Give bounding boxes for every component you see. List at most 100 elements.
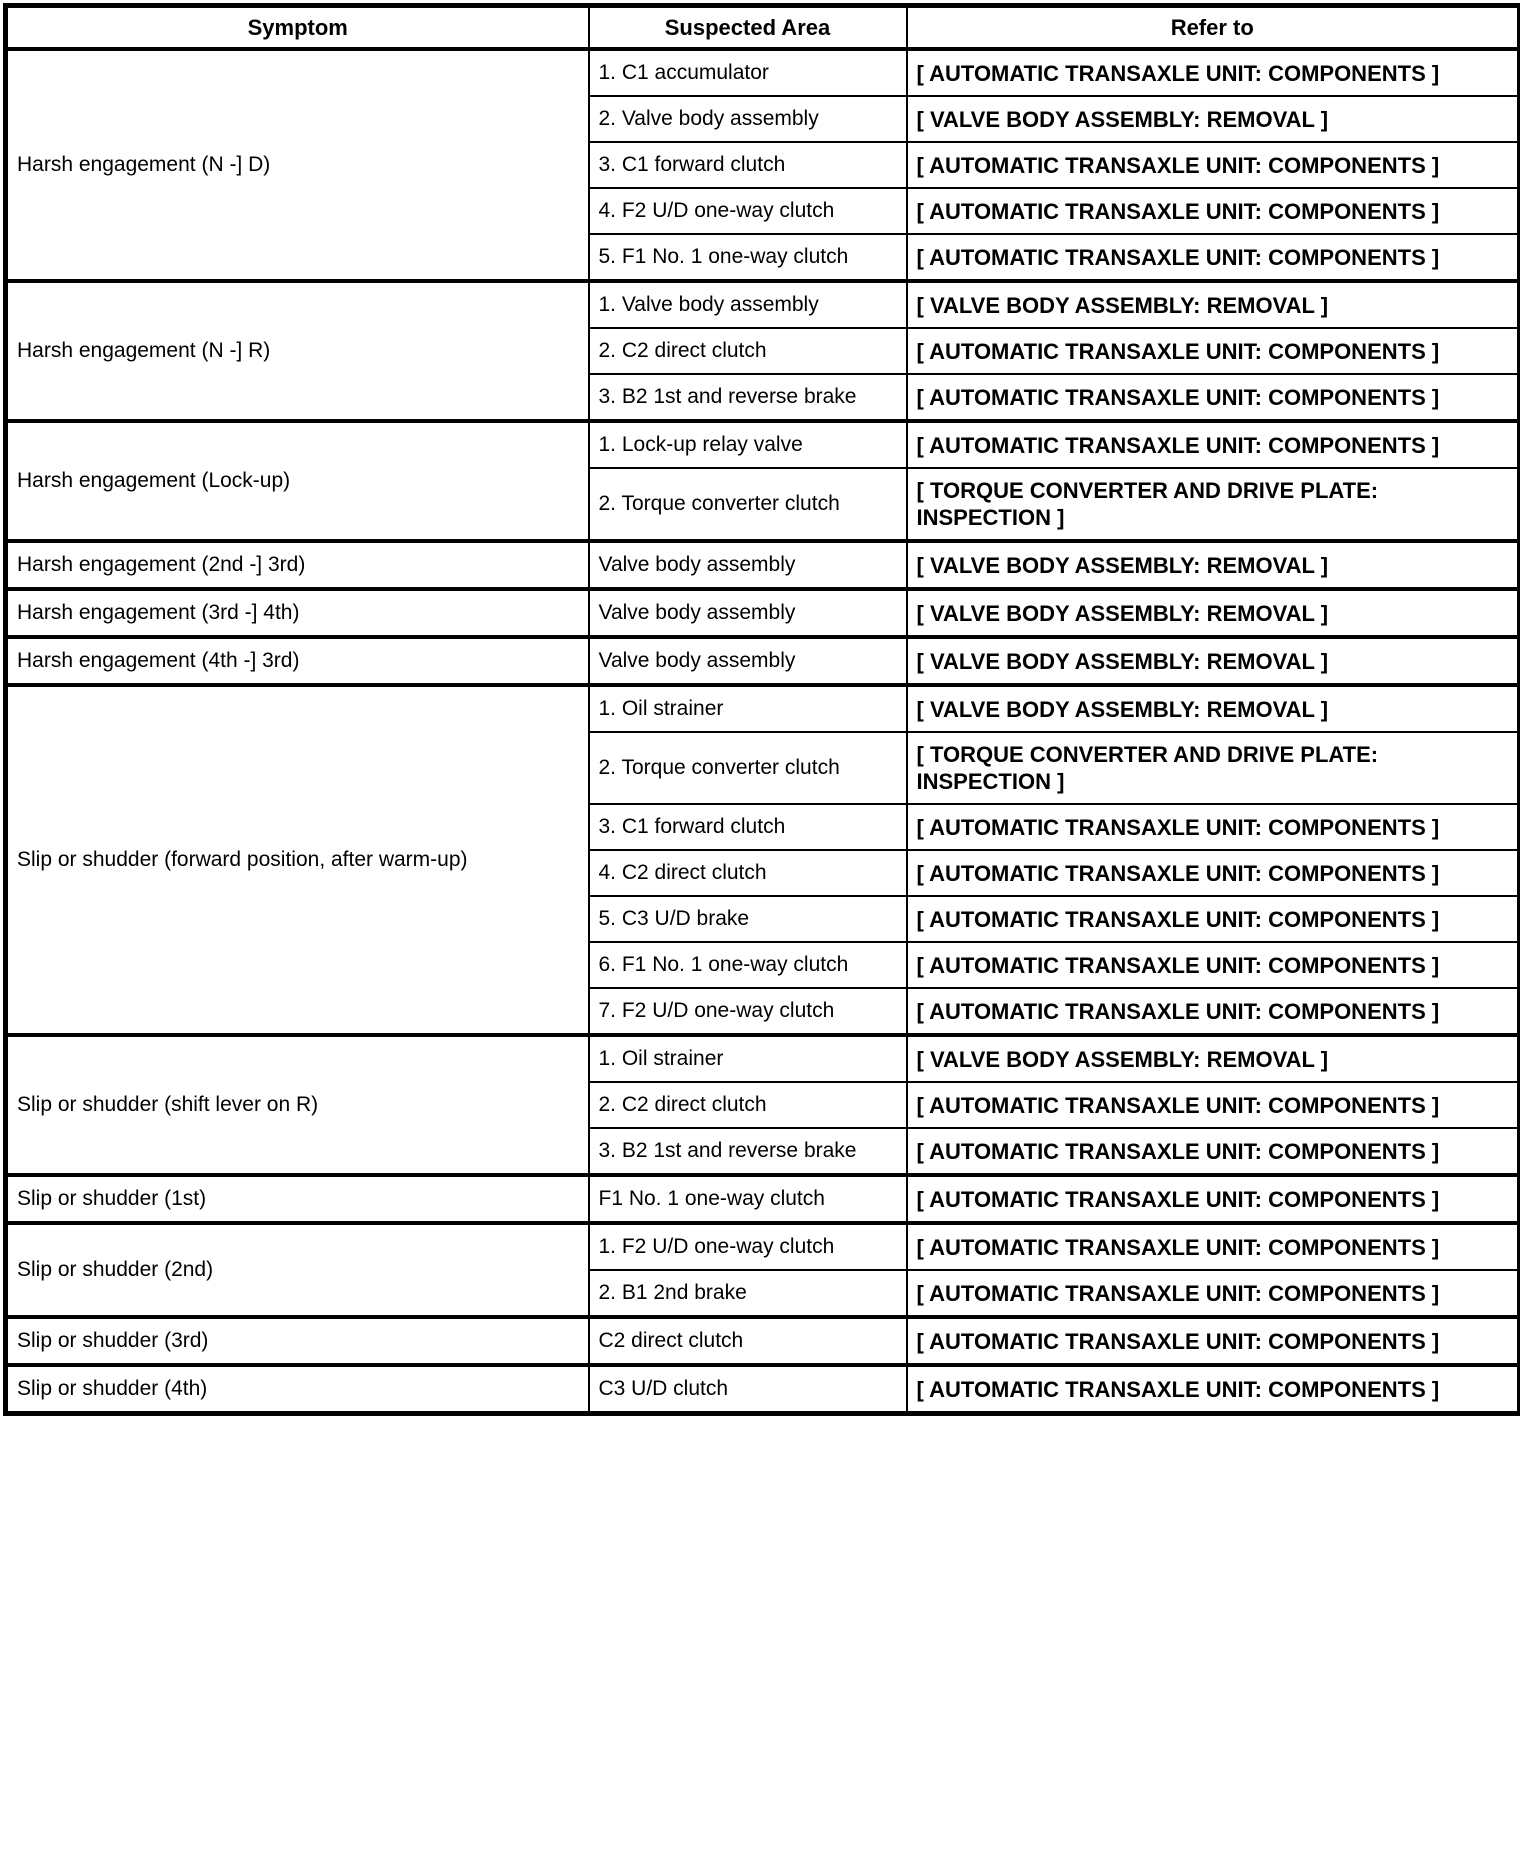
suspected-area-cell: 7. F2 U/D one-way clutch xyxy=(587,987,908,1036)
table-row: Harsh engagement (N -] D) 1. C1 accumulat… xyxy=(4,47,1520,282)
table-row: 2. B1 2nd brake[ AUTOMATIC TRANSAXLE UNI… xyxy=(6,1269,1520,1318)
refer-to-link[interactable]: [ AUTOMATIC TRANSAXLE UNIT: COMPONENTS ] xyxy=(905,803,1520,851)
table-row: 5. F1 No. 1 one-way clutch[ AUTOMATIC TR… xyxy=(6,233,1520,282)
refer-to-link[interactable]: [ VALVE BODY ASSEMBLY: REMOVAL ] xyxy=(905,635,1520,686)
symptom-table: Symptom Suspected Area Refer to Harsh en… xyxy=(3,3,1520,1416)
table-row: 2. Valve body assembly[ VALVE BODY ASSEM… xyxy=(6,95,1520,143)
table-row: Slip or shudder (forward position, after… xyxy=(4,683,1520,1036)
table-row: 2. C2 direct clutch[ AUTOMATIC TRANSAXLE… xyxy=(6,327,1520,375)
header-symptom: Symptom xyxy=(4,4,590,51)
suspected-area-cell: 3. C1 forward clutch xyxy=(587,803,908,851)
table-row: 3. B2 1st and reverse brake[ AUTOMATIC T… xyxy=(6,373,1520,422)
suspected-area-cell: 3. C1 forward clutch xyxy=(587,141,908,189)
header-row: Symptom Suspected Area Refer to xyxy=(4,4,1520,51)
refer-to-link[interactable]: [ AUTOMATIC TRANSAXLE UNIT: COMPONENTS ] xyxy=(905,895,1520,943)
table-row: 4. C2 direct clutch[ AUTOMATIC TRANSAXLE… xyxy=(6,849,1520,897)
table-row: 2. Torque converter clutch[ TORQUE CONVE… xyxy=(6,467,1520,542)
suspected-area-cell: 3. B2 1st and reverse brake xyxy=(587,373,908,422)
table-header: Symptom Suspected Area Refer to xyxy=(4,4,1520,51)
suspected-area-cell: 5. F1 No. 1 one-way clutch xyxy=(587,233,908,282)
table-row: Harsh engagement (2nd -] 3rd) Valve body … xyxy=(4,539,1520,590)
suspected-area-cell: 4. C2 direct clutch xyxy=(587,849,908,897)
suspected-area-cell: 2. Valve body assembly xyxy=(587,95,908,143)
table-row: 5. C3 U/D brake[ AUTOMATIC TRANSAXLE UNI… xyxy=(6,895,1520,943)
symptom-cell: Slip or shudder (shift lever on R) xyxy=(4,1033,590,1176)
table-row: Harsh engagement (N -] R) 1. Valve body a… xyxy=(4,279,1520,422)
table-row: 2. Torque converter clutch[ TORQUE CONVE… xyxy=(6,731,1520,805)
refer-to-link[interactable]: [ AUTOMATIC TRANSAXLE UNIT: COMPONENTS ] xyxy=(905,233,1520,282)
refer-to-link[interactable]: [ AUTOMATIC TRANSAXLE UNIT: COMPONENTS ] xyxy=(905,47,1520,97)
symptom-cell: Harsh engagement (3rd -] 4th) xyxy=(4,587,590,638)
suspected-area-cell: 1. Valve body assembly xyxy=(587,279,908,329)
refer-to-link[interactable]: [ VALVE BODY ASSEMBLY: REMOVAL ] xyxy=(905,1033,1520,1083)
table-row: 3. C1 forward clutch[ AUTOMATIC TRANSAXL… xyxy=(6,803,1520,851)
refer-to-link[interactable]: [ VALVE BODY ASSEMBLY: REMOVAL ] xyxy=(905,683,1520,733)
refer-to-link[interactable]: [ AUTOMATIC TRANSAXLE UNIT: COMPONENTS ] xyxy=(905,987,1520,1036)
suspected-area-cell: 1. Oil strainer xyxy=(587,1033,908,1083)
refer-to-link[interactable]: [ AUTOMATIC TRANSAXLE UNIT: COMPONENTS ] xyxy=(905,1221,1520,1271)
suspected-area-cell: F1 No. 1 one-way clutch xyxy=(587,1173,908,1224)
symptom-cell: Harsh engagement (N -] D) xyxy=(4,47,590,282)
table-row: Slip or shudder (3rd) C2 direct clutch[ A… xyxy=(4,1315,1520,1366)
suspected-area-cell: 5. C3 U/D brake xyxy=(587,895,908,943)
refer-to-link[interactable]: [ AUTOMATIC TRANSAXLE UNIT: COMPONENTS ] xyxy=(905,1315,1520,1366)
table-row: Slip or shudder (shift lever on R) 1. Oil… xyxy=(4,1033,1520,1176)
symptom-cell: Slip or shudder (1st) xyxy=(4,1173,590,1224)
symptom-cell: Harsh engagement (4th -] 3rd) xyxy=(4,635,590,686)
refer-to-link[interactable]: [ VALVE BODY ASSEMBLY: REMOVAL ] xyxy=(905,95,1520,143)
refer-to-link[interactable]: [ AUTOMATIC TRANSAXLE UNIT: COMPONENTS ] xyxy=(905,373,1520,422)
suspected-area-cell: 1. C1 accumulator xyxy=(587,47,908,97)
suspected-area-cell: 1. F2 U/D one-way clutch xyxy=(587,1221,908,1271)
suspected-area-cell: 1. Oil strainer xyxy=(587,683,908,733)
refer-to-link[interactable]: [ AUTOMATIC TRANSAXLE UNIT: COMPONENTS ] xyxy=(905,1173,1520,1224)
page: Symptom Suspected Area Refer to Harsh en… xyxy=(3,3,1520,1416)
refer-to-link[interactable]: [ VALVE BODY ASSEMBLY: REMOVAL ] xyxy=(905,539,1520,590)
symptom-cell: Harsh engagement (N -] R) xyxy=(4,279,590,422)
suspected-area-cell: Valve body assembly xyxy=(587,539,908,590)
refer-to-link[interactable]: [ AUTOMATIC TRANSAXLE UNIT: COMPONENTS ] xyxy=(905,327,1520,375)
symptom-table-body: Harsh engagement (N -] D) 1. C1 accumulat… xyxy=(4,47,1520,1415)
refer-to-link[interactable]: [ TORQUE CONVERTER AND DRIVE PLATE: INSP… xyxy=(905,467,1520,542)
refer-to-link[interactable]: [ AUTOMATIC TRANSAXLE UNIT: COMPONENTS ] xyxy=(905,187,1520,235)
table-row: 3. C1 forward clutch[ AUTOMATIC TRANSAXL… xyxy=(6,141,1520,189)
symptom-cell: Harsh engagement (Lock-up) xyxy=(4,419,590,542)
refer-to-link[interactable]: [ AUTOMATIC TRANSAXLE UNIT: COMPONENTS ] xyxy=(905,141,1520,189)
suspected-area-cell: 2. Torque converter clutch xyxy=(587,467,908,542)
symptom-cell: Slip or shudder (forward position, after… xyxy=(4,683,590,1036)
suspected-area-cell: 2. Torque converter clutch xyxy=(587,731,908,805)
suspected-area-cell: 6. F1 No. 1 one-way clutch xyxy=(587,941,908,989)
symptom-cell: Harsh engagement (2nd -] 3rd) xyxy=(4,539,590,590)
header-suspected-area: Suspected Area xyxy=(587,4,908,51)
refer-to-link[interactable]: [ VALVE BODY ASSEMBLY: REMOVAL ] xyxy=(905,587,1520,638)
symptom-cell: Slip or shudder (2nd) xyxy=(4,1221,590,1318)
suspected-area-cell: Valve body assembly xyxy=(587,587,908,638)
refer-to-link[interactable]: [ TORQUE CONVERTER AND DRIVE PLATE: INSP… xyxy=(905,731,1520,805)
symptom-cell: Slip or shudder (3rd) xyxy=(4,1315,590,1366)
table-row: Harsh engagement (3rd -] 4th) Valve body … xyxy=(4,587,1520,638)
suspected-area-cell: C3 U/D clutch xyxy=(587,1363,908,1415)
table-row: 2. C2 direct clutch[ AUTOMATIC TRANSAXLE… xyxy=(6,1081,1520,1129)
refer-to-link[interactable]: [ AUTOMATIC TRANSAXLE UNIT: COMPONENTS ] xyxy=(905,1363,1520,1415)
refer-to-link[interactable]: [ AUTOMATIC TRANSAXLE UNIT: COMPONENTS ] xyxy=(905,849,1520,897)
suspected-area-cell: 2. C2 direct clutch xyxy=(587,327,908,375)
table-row: Slip or shudder (2nd) 1. F2 U/D one-way c… xyxy=(4,1221,1520,1318)
refer-to-link[interactable]: [ VALVE BODY ASSEMBLY: REMOVAL ] xyxy=(905,279,1520,329)
header-refer-to: Refer to xyxy=(905,4,1520,51)
suspected-area-cell: 1. Lock-up relay valve xyxy=(587,419,908,469)
suspected-area-cell: 2. B1 2nd brake xyxy=(587,1269,908,1318)
table-row: Slip or shudder (4th) C3 U/D clutch[ AUTO… xyxy=(4,1363,1520,1415)
refer-to-link[interactable]: [ AUTOMATIC TRANSAXLE UNIT: COMPONENTS ] xyxy=(905,941,1520,989)
suspected-area-cell: 2. C2 direct clutch xyxy=(587,1081,908,1129)
suspected-area-cell: C2 direct clutch xyxy=(587,1315,908,1366)
refer-to-link[interactable]: [ AUTOMATIC TRANSAXLE UNIT: COMPONENTS ] xyxy=(905,1127,1520,1176)
symptom-cell: Slip or shudder (4th) xyxy=(4,1363,590,1415)
refer-to-link[interactable]: [ AUTOMATIC TRANSAXLE UNIT: COMPONENTS ] xyxy=(905,1081,1520,1129)
table-row: 6. F1 No. 1 one-way clutch[ AUTOMATIC TR… xyxy=(6,941,1520,989)
table-row: Slip or shudder (1st) F1 No. 1 one-way cl… xyxy=(4,1173,1520,1224)
table-row: Harsh engagement (Lock-up) 1. Lock-up rel… xyxy=(4,419,1520,542)
table-row: 4. F2 U/D one-way clutch[ AUTOMATIC TRAN… xyxy=(6,187,1520,235)
refer-to-link[interactable]: [ AUTOMATIC TRANSAXLE UNIT: COMPONENTS ] xyxy=(905,419,1520,469)
suspected-area-cell: 3. B2 1st and reverse brake xyxy=(587,1127,908,1176)
refer-to-link[interactable]: [ AUTOMATIC TRANSAXLE UNIT: COMPONENTS ] xyxy=(905,1269,1520,1318)
table-row: 7. F2 U/D one-way clutch[ AUTOMATIC TRAN… xyxy=(6,987,1520,1036)
